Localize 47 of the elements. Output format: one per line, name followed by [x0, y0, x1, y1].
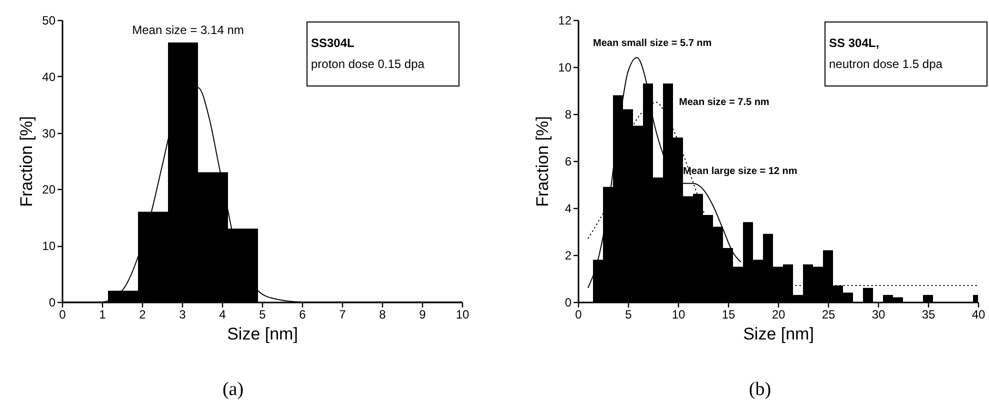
x-tick-label: 35: [922, 308, 936, 322]
y-tick-label: 2: [564, 248, 572, 262]
x-tick-label: 0: [59, 308, 66, 322]
x-tick-label: 5: [259, 308, 266, 322]
y-tick-label: 50: [42, 14, 56, 28]
annotation: proton dose 0.15 dpa: [311, 57, 425, 71]
x-axis-title: Size [nm]: [743, 324, 814, 344]
x-axis-title: Size [nm]: [227, 324, 298, 344]
x-tick-label: 20: [772, 308, 786, 322]
x-tick-label: 8: [379, 308, 386, 322]
x-tick-label: 5: [625, 308, 632, 322]
annotation: Mean small size = 5.7 nm: [593, 38, 712, 49]
annotation: SS 304L,: [829, 36, 880, 50]
x-tick-label: 25: [822, 308, 836, 322]
y-tick-label: 20: [42, 182, 56, 197]
y-tick-label: 0: [48, 296, 56, 310]
text: (b): [748, 379, 772, 400]
annotation: Mean size = 3.14 nm: [132, 23, 244, 37]
y-tick-label: 12: [558, 14, 572, 28]
annotation: neutron dose 1.5 dpa: [829, 57, 943, 71]
y-axis-title: Fraction [%]: [533, 116, 552, 207]
y-axis-title: Fraction [%]: [17, 116, 36, 207]
x-tick-label: 7: [339, 308, 346, 322]
y-tick-label: 0: [564, 296, 572, 310]
x-tick-label: 1: [99, 308, 106, 322]
y-tick-label: 4: [564, 202, 572, 216]
y-tick-label: 30: [42, 126, 56, 140]
x-tick-label: 40: [972, 308, 986, 322]
x-tick-label: 15: [722, 308, 736, 322]
x-tick-label: 3: [179, 308, 186, 322]
x-tick-label: 10: [672, 308, 686, 322]
x-tick-label: 0: [575, 308, 582, 322]
text: (a): [222, 379, 244, 400]
annotation: SS304L: [311, 36, 354, 50]
annotation: Mean size = 7.5 nm: [679, 97, 770, 108]
x-tick-label: 10: [456, 308, 470, 322]
annotation: Mean large size = 12 nm: [683, 166, 798, 177]
x-tick-label: 9: [419, 308, 426, 322]
y-tick-label: 10: [558, 60, 572, 74]
y-tick-label: 40: [42, 70, 56, 84]
x-tick-label: 6: [299, 308, 306, 322]
x-tick-label: 4: [219, 308, 226, 322]
x-tick-label: 30: [872, 308, 886, 322]
x-tick-label: 2: [139, 308, 146, 322]
y-tick-label: 6: [564, 154, 572, 168]
y-tick-label: 8: [564, 108, 572, 122]
y-tick-label: 10: [42, 239, 56, 254]
